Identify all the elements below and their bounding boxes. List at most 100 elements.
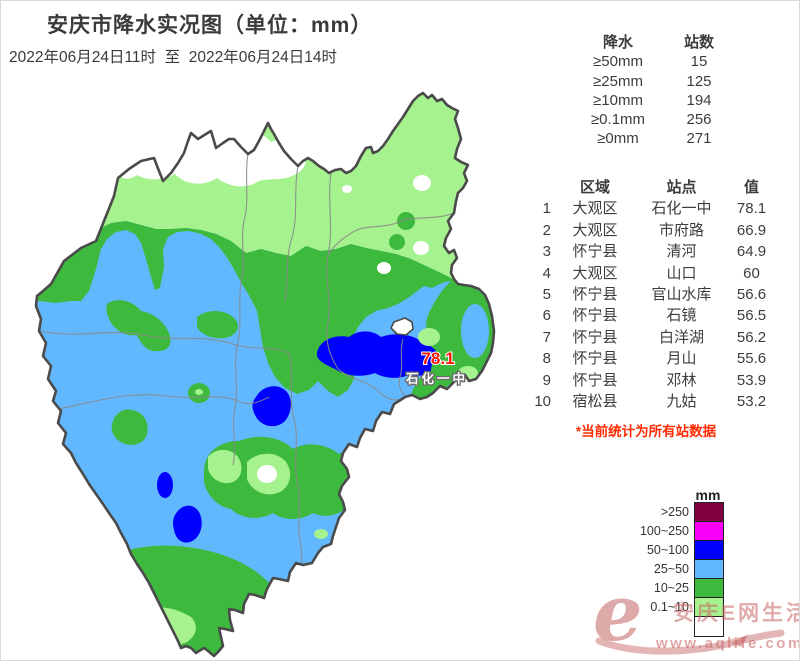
station-rank: 9 — [542, 371, 551, 389]
station-name: 山口 — [666, 264, 697, 282]
stats-count: 125 — [686, 72, 712, 90]
zone-none-core — [257, 465, 277, 483]
zone-10-25-se-lobe — [411, 279, 494, 399]
legend-swatch — [694, 577, 724, 599]
zone-0-10-edge-dot — [314, 529, 328, 539]
station-value: 66.9 — [736, 221, 767, 239]
zone-25-50-base — [36, 93, 494, 656]
stats-row: ≥10mm 194 — [567, 91, 729, 110]
station-row: 2 大观区 市府路 66.9 — [506, 220, 779, 241]
map-legend: mm >250 100~250 50~100 25~50 10~25 0.1~1… — [601, 487, 724, 637]
region-boundary — [34, 91, 496, 658]
zone-50-100-blob — [173, 505, 202, 543]
station-value: 78.1 — [736, 200, 767, 218]
time-range: 2022年06月24日11时 至 2022年06月24日14时 — [9, 49, 337, 66]
station-name: 邓林 — [666, 371, 697, 389]
station-name: 石镜 — [666, 307, 697, 325]
precipitation-map: 78.1 石化一中 — [34, 91, 496, 658]
stats-header-rain: 降水 — [602, 34, 633, 51]
stats-row: ≥0.1mm 256 — [567, 110, 729, 129]
legend-label: 100~250 — [639, 524, 689, 538]
station-region: 大观区 — [572, 221, 618, 239]
legend-item: 0.1~10 — [601, 596, 724, 618]
zone-10-25-south-band — [101, 545, 287, 656]
station-region: 大观区 — [572, 200, 618, 218]
station-region: 怀宁县 — [572, 286, 618, 304]
station-name: 九姑 — [666, 393, 697, 411]
station-green-tick — [430, 362, 443, 384]
station-row: 6 怀宁县 石镜 56.5 — [506, 305, 779, 326]
max-station-name: 石化一中 — [405, 371, 468, 386]
legend-label — [601, 617, 694, 636]
station-rank: 8 — [542, 350, 551, 368]
zone-50-100-main — [316, 331, 440, 378]
zone-10-25-west-hang — [106, 300, 171, 352]
station-rank: 10 — [534, 393, 551, 411]
rain-stats-table: 降水 站数 ≥50mm 15 ≥25mm 125 ≥10mm 194 ≥0.1m… — [567, 33, 729, 149]
zone-10-25-se-top — [398, 381, 471, 430]
stats-count: 271 — [686, 130, 712, 148]
station-name: 清河 — [666, 243, 697, 261]
zone-none-spot — [377, 262, 391, 274]
page-title: 安庆市降水实况图（单位：mm） — [47, 14, 373, 37]
station-value: 53.9 — [736, 371, 767, 389]
station-name: 月山 — [666, 350, 697, 368]
zone-25-50-lobe-core — [461, 304, 489, 358]
zone-25-50-south-hole — [128, 592, 160, 616]
station-row: 3 怀宁县 清河 64.9 — [506, 241, 779, 262]
zone-0-10-north — [36, 93, 494, 311]
zone-50-100-spot — [157, 472, 173, 498]
legend-item: >250 — [601, 501, 724, 523]
station-row: 7 怀宁县 白洋湖 56.2 — [506, 327, 779, 348]
station-value: 64.9 — [736, 243, 767, 261]
zone-50-100-blob — [252, 386, 291, 427]
zone-10-25-se-band — [331, 395, 431, 544]
legend-item — [601, 615, 724, 637]
station-value: 55.6 — [736, 350, 767, 368]
legend-item: 10~25 — [601, 577, 724, 599]
stations-header-station: 站点 — [666, 179, 697, 196]
lake — [390, 317, 414, 336]
legend-label: 25~50 — [653, 562, 689, 576]
station-row: 9 怀宁县 邓林 53.9 — [506, 370, 779, 391]
station-region: 怀宁县 — [572, 371, 618, 389]
station-row: 10 宿松县 九姑 53.2 — [506, 391, 779, 412]
station-rank: 4 — [542, 264, 551, 282]
station-value: 56.2 — [736, 328, 767, 346]
stats-row: ≥25mm 125 — [567, 72, 729, 91]
station-row: 1 大观区 石化一中 78.1 — [506, 198, 779, 219]
legend-item: 50~100 — [601, 539, 724, 561]
station-name: 官山水库 — [651, 286, 712, 304]
station-value: 60 — [743, 264, 760, 282]
stations-header: 区域 站点 值 — [506, 177, 779, 198]
county-boundaries — [38, 153, 455, 570]
station-region: 宿松县 — [572, 393, 618, 411]
legend-swatch — [694, 539, 724, 561]
stats-threshold: ≥10mm — [593, 91, 643, 109]
watermark-url: www.aqlife.com — [656, 635, 800, 652]
stats-count: 256 — [686, 111, 712, 129]
max-value-label: 78.1 — [421, 349, 454, 368]
stats-note: *当前统计为所有站数据 — [575, 424, 717, 439]
station-rank: 6 — [542, 307, 551, 325]
zone-0-10-tip — [135, 607, 196, 647]
stats-threshold: ≥25mm — [593, 72, 643, 90]
stats-threshold: ≥0mm — [597, 130, 639, 148]
station-region: 怀宁县 — [572, 307, 618, 325]
station-value: 53.2 — [736, 393, 767, 411]
stations-header-rank — [506, 177, 551, 198]
station-rank: 5 — [542, 286, 551, 304]
station-ranking-table: 区域 站点 值 1 大观区 石化一中 78.1 2 大观区 市府路 66.9 3… — [506, 177, 779, 412]
zone-10-25-west-patch — [111, 409, 148, 445]
legend-label: 50~100 — [646, 543, 689, 557]
station-rank: 3 — [542, 243, 551, 261]
legend-swatch — [694, 520, 724, 542]
zone-10-25-south-center — [204, 436, 388, 519]
station-name: 石化一中 — [651, 200, 712, 218]
station-value: 56.5 — [736, 307, 767, 325]
station-name: 市府路 — [658, 221, 704, 239]
stations-header-value: 值 — [743, 179, 759, 196]
stations-header-region: 区域 — [579, 179, 610, 196]
station-value: 56.6 — [736, 286, 767, 304]
